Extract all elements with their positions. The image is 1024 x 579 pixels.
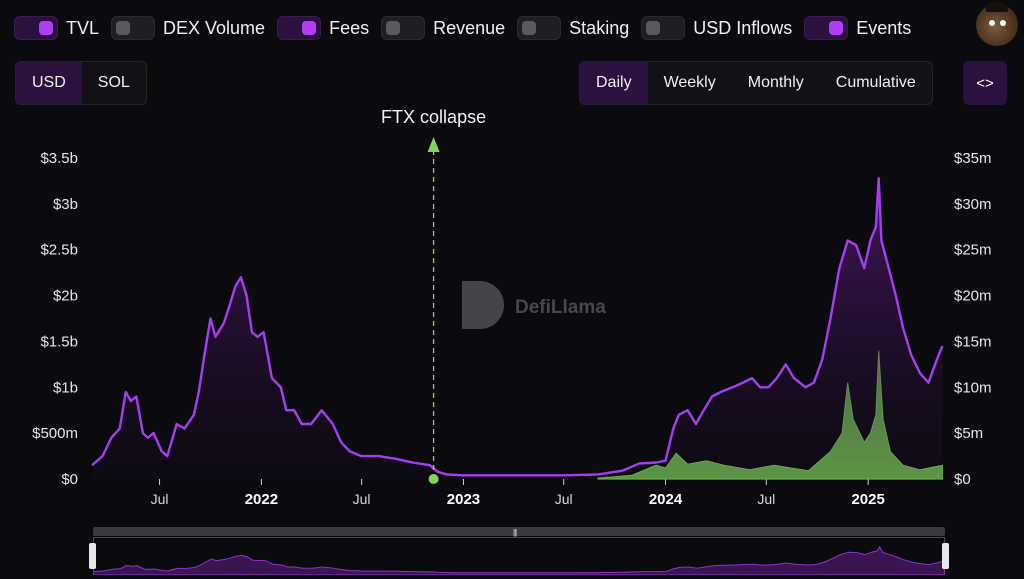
x-axis: Jul 2022 Jul 2023 Jul 2024 Jul 2025 xyxy=(151,479,885,508)
y-left-tick-label: $2.5b xyxy=(40,242,78,259)
y-right-tick-label: $0 xyxy=(954,471,971,488)
watermark-logo-shape xyxy=(462,281,504,329)
x-tick-label: Jul xyxy=(757,491,775,507)
toggle-label: Events xyxy=(856,17,912,38)
toggle-switch[interactable] xyxy=(14,16,58,40)
user-avatar[interactable] xyxy=(976,2,1018,46)
brush-handle-left[interactable] xyxy=(89,543,96,569)
event-label: FTX collapse xyxy=(381,107,486,127)
toggle-switch[interactable] xyxy=(381,16,426,40)
y-left-tick-label: $1b xyxy=(53,379,78,396)
hat-shape xyxy=(986,2,1008,12)
toggle-knob xyxy=(39,21,53,35)
y-axis-left: $0 $500m $1b $1.5b $2b $2.5b $3b $3.5b xyxy=(32,150,78,488)
toggle-fees[interactable]: Fees xyxy=(277,16,369,40)
brush-grip[interactable]: ||| xyxy=(513,528,517,537)
y-right-tick-label: $20m xyxy=(954,288,992,305)
toggle-knob xyxy=(386,21,401,35)
toggle-label: Fees xyxy=(329,17,370,38)
x-tick-label: 2022 xyxy=(245,491,278,508)
period-option-monthly[interactable]: Monthly xyxy=(747,74,804,91)
watermark: DefiLlama xyxy=(462,281,606,329)
x-tick-label: 2025 xyxy=(851,491,884,508)
toggle-staking[interactable]: Staking xyxy=(517,16,629,40)
range-brush[interactable]: ||| xyxy=(89,527,949,579)
x-tick-label: Jul xyxy=(555,491,573,507)
y-left-tick-label: $3.5b xyxy=(40,150,78,167)
y-right-tick-label: $15m xyxy=(954,333,992,350)
toggle-switch[interactable] xyxy=(517,16,562,40)
y-left-tick-label: $500m xyxy=(32,425,78,442)
toggle-usd-inflows[interactable]: USD Inflows xyxy=(641,16,792,40)
embed-code-button[interactable]: <> xyxy=(963,61,1007,105)
toggle-label: DEX Volume xyxy=(163,17,266,38)
brush-track[interactable] xyxy=(93,527,945,536)
toggle-knob xyxy=(522,21,537,35)
toggle-events[interactable]: Events xyxy=(804,16,911,40)
toggle-switch[interactable] xyxy=(277,16,322,40)
y-right-tick-label: $5m xyxy=(954,425,983,442)
y-left-tick-label: $0 xyxy=(61,471,78,488)
period-selector: Daily Weekly Monthly Cumulative xyxy=(579,61,933,105)
event-dot[interactable] xyxy=(428,474,439,484)
toggle-switch[interactable] xyxy=(111,16,156,40)
toggle-label: Staking xyxy=(569,17,630,38)
event-arrow-icon xyxy=(427,137,440,152)
y-left-tick-label: $2b xyxy=(53,288,78,305)
tvl-line xyxy=(91,177,944,477)
toggle-label: Revenue xyxy=(433,17,506,38)
y-axis-right: $0 $5m $10m $15m $20m $25m $30m $35m xyxy=(954,150,992,488)
brush-preview-line xyxy=(93,545,945,575)
y-left-tick-label: $3b xyxy=(53,196,78,213)
avatar-eye-left xyxy=(989,20,995,26)
chart-canvas: DefiLlama $0 $500m $1b $1.5b $2b $2.5b $3b $3.5… xyxy=(32,107,992,508)
y-left-tick-label: $1.5b xyxy=(40,333,78,350)
tvl-area xyxy=(92,178,943,479)
y-right-tick-label: $30m xyxy=(954,196,992,213)
y-right-tick-label: $10m xyxy=(954,379,992,396)
events-layer: FTX collapse xyxy=(381,107,486,484)
x-tick-label: Jul xyxy=(151,491,169,507)
currency-selector: USD SOL xyxy=(15,61,147,105)
toggle-knob xyxy=(302,21,317,35)
y-right-tick-label: $25m xyxy=(954,242,992,259)
x-tick-label: 2023 xyxy=(447,491,480,508)
toggle-revenue[interactable]: Revenue xyxy=(381,16,505,40)
toggle-tvl[interactable]: TVL xyxy=(14,16,99,40)
period-option-cumulative[interactable]: Cumulative xyxy=(835,74,916,91)
period-option-weekly[interactable]: Weekly xyxy=(663,74,716,91)
toggle-dex-volume[interactable]: DEX Volume xyxy=(111,16,265,40)
avatar-eye-right xyxy=(1000,20,1006,26)
currency-option-usd[interactable]: USD xyxy=(16,62,82,104)
brush-preview xyxy=(93,545,945,575)
metric-toggles: TVL DEX Volume Fees Revenue Staking USD Inflo… xyxy=(14,16,911,40)
toggle-knob xyxy=(116,21,131,35)
currency-option-sol[interactable]: SOL xyxy=(97,74,130,91)
period-option-daily[interactable]: Daily xyxy=(580,62,648,104)
tvl-series xyxy=(91,177,944,479)
toggle-label: USD Inflows xyxy=(693,17,793,38)
toggle-knob xyxy=(829,21,844,35)
brush-handle-right[interactable] xyxy=(942,543,949,569)
toggle-label: TVL xyxy=(66,17,100,38)
y-right-tick-label: $35m xyxy=(954,150,992,167)
toggle-switch[interactable] xyxy=(641,16,686,40)
toggle-switch[interactable] xyxy=(804,16,849,40)
watermark-text: DefiLlama xyxy=(515,297,606,318)
x-tick-label: 2024 xyxy=(649,491,683,508)
x-tick-label: Jul xyxy=(353,491,371,507)
toggle-knob xyxy=(646,21,661,35)
